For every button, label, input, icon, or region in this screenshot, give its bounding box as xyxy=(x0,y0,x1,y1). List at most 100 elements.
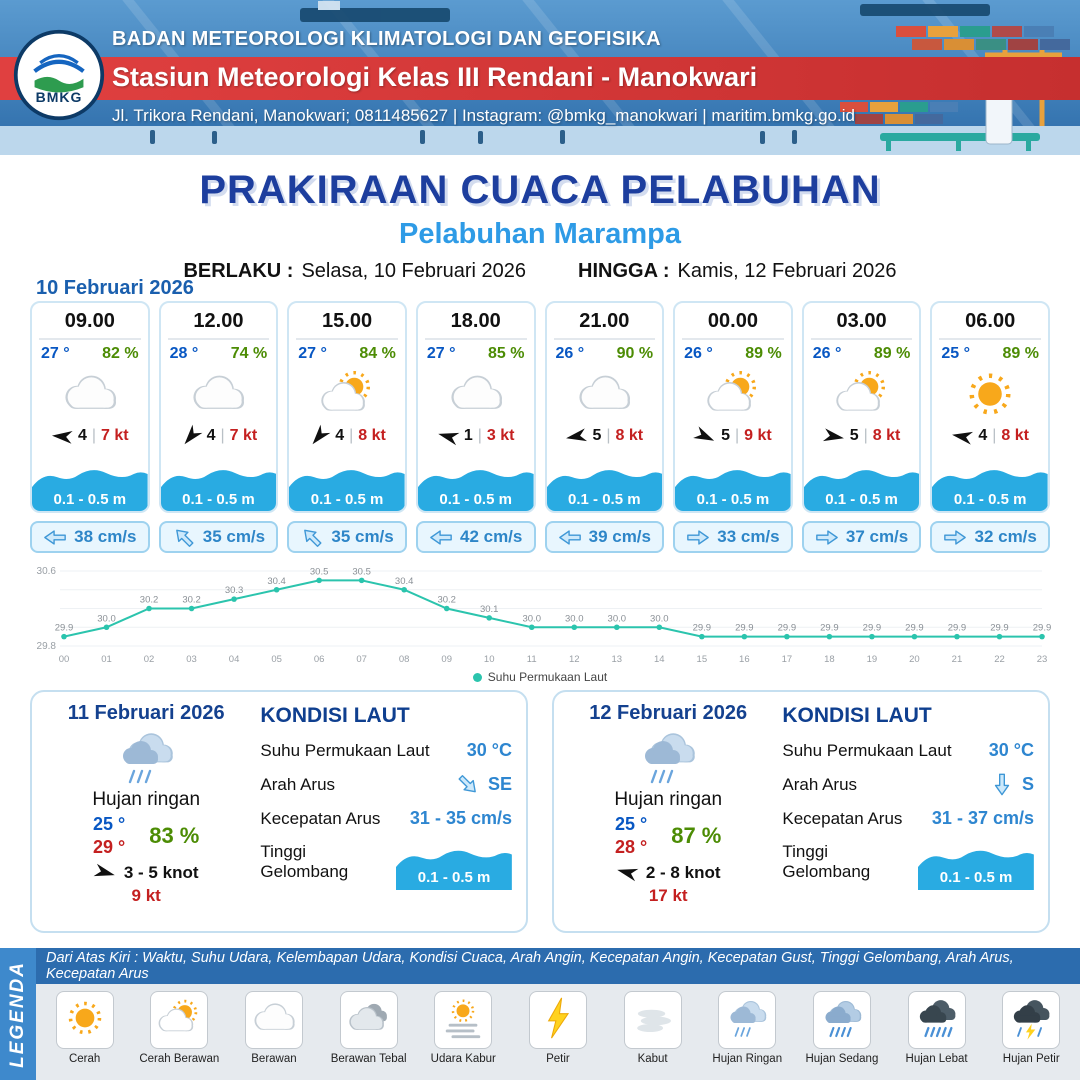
wind-row: 5 | 9 kt xyxy=(675,424,791,448)
current-direction-icon xyxy=(686,529,710,546)
humidity: 74 % xyxy=(230,345,268,362)
header: BADAN METEOROLOGI KLIMATOLOGI DAN GEOFIS… xyxy=(0,0,1080,155)
wave-height: 0.1 - 0.5 m xyxy=(310,491,384,508)
current-box: 35 cm/s xyxy=(287,521,407,553)
daily-wave-height: 0.1 - 0.5 m xyxy=(939,869,1013,886)
sst-value: 30 °C xyxy=(466,740,512,760)
hourly-time: 00.00 xyxy=(682,303,784,340)
daily-wind-direction-icon xyxy=(614,863,639,883)
cerah-icon xyxy=(62,995,108,1046)
svg-text:30.3: 30.3 xyxy=(225,585,244,596)
air-temp: 26 ° xyxy=(812,345,842,362)
current-speed: 39 cm/s xyxy=(588,527,651,546)
hourly-time: 18.00 xyxy=(424,303,527,340)
wave-height-band: 0.1 - 0.5 m xyxy=(289,461,405,511)
current-dir-value: S xyxy=(1021,774,1034,794)
svg-text:30.1: 30.1 xyxy=(480,604,499,615)
svg-text:29.9: 29.9 xyxy=(863,623,882,634)
wind-speed: 5 xyxy=(592,427,602,444)
daily-wind-speed: 2 - 8 knot xyxy=(645,862,721,882)
legend-item: Hujan Ringan xyxy=(701,991,793,1065)
wind-direction-icon xyxy=(950,427,974,446)
hourly-time: 12.00 xyxy=(167,303,270,340)
hourly-time: 03.00 xyxy=(810,303,913,340)
legend-item-label: Udara Kabur xyxy=(430,1053,496,1065)
legend-item: Cerah xyxy=(39,991,131,1065)
wind-row: 5 | 8 kt xyxy=(547,424,663,448)
humidity: 89 % xyxy=(745,345,782,362)
current-speed: 37 cm/s xyxy=(845,527,909,546)
daily-date: 11 Februari 2026 xyxy=(67,702,225,724)
current-direction-icon xyxy=(429,529,453,546)
svg-text:29.8: 29.8 xyxy=(37,641,57,652)
sea-current-direction-icon xyxy=(453,770,482,799)
legend-item-label: Hujan Lebat xyxy=(905,1053,968,1065)
current-direction-icon xyxy=(943,529,967,546)
legend-item: Hujan Sedang xyxy=(796,991,888,1065)
separator: | xyxy=(477,427,482,444)
weather-icon xyxy=(804,364,920,424)
wave-height-band: 0.1 - 0.5 m xyxy=(32,461,148,511)
wind-gust: 8 kt xyxy=(615,427,644,444)
station-banner xyxy=(0,57,1080,100)
hourly-card: 15.00 27 ° 84 % 4 | 8 kt 0.1 - 0.5 m 35 cm/s xyxy=(287,301,407,553)
air-temp: 26 ° xyxy=(684,345,713,362)
sst-value: 30 °C xyxy=(988,740,1034,760)
current-box: 33 cm/s xyxy=(673,521,793,553)
current-speed: 35 cm/s xyxy=(331,527,394,546)
chart-legend-label: Suhu Permukaan Laut xyxy=(487,670,608,684)
wave-height: 0.1 - 0.5 m xyxy=(439,491,512,508)
daily-condition: Hujan ringan xyxy=(92,789,201,810)
weather-icon xyxy=(161,364,277,424)
daily-temp-max: 28 ° xyxy=(614,837,648,858)
hourly-cards-row: 09.00 27 ° 82 % 4 | 7 kt 0.1 - 0.5 m 38 cm/s 12.… xyxy=(30,301,1050,553)
wave-height: 0.1 - 0.5 m xyxy=(53,491,127,508)
current-speed-label: Kecepatan Arus xyxy=(260,808,381,828)
legend-vertical-bar: LEGENDA xyxy=(0,948,36,1080)
weather-icon xyxy=(418,364,534,424)
legend-vertical-label: LEGENDA xyxy=(7,960,28,1068)
legend-item: Udara Kabur xyxy=(417,991,509,1065)
wave-label: Tinggi Gelombang xyxy=(260,842,349,881)
chart-legend: Suhu Permukaan Laut xyxy=(28,670,1052,684)
daily-cards-row: 11 Februari 2026 Hujan ringan 25 ° 29 ° 83 %… xyxy=(30,690,1050,933)
svg-text:29.9: 29.9 xyxy=(990,623,1009,634)
legend-note: Dari Atas Kiri : Waktu, Suhu Udara, Kele… xyxy=(36,948,1080,984)
hourly-time: 15.00 xyxy=(296,303,398,340)
sea-conditions-title: KONDISI LAUT xyxy=(260,704,410,727)
daily-date: 12 Februari 2026 xyxy=(589,702,748,724)
svg-text:30.4: 30.4 xyxy=(395,576,414,587)
svg-text:19: 19 xyxy=(867,654,878,665)
current-speed-label: Kecepatan Arus xyxy=(782,808,903,828)
hourly-card: 18.00 27 ° 85 % 1 | 3 kt 0.1 - 0.5 m 42 cm/s xyxy=(415,301,536,553)
port-name: Pelabuhan Marampa xyxy=(398,218,682,250)
current-direction-icon xyxy=(815,529,839,546)
current-dir-label: Arah Arus xyxy=(260,774,336,794)
hourly-card: 00.00 26 ° 89 % 5 | 9 kt 0.1 - 0.5 m 33 cm/s xyxy=(673,301,793,553)
wave-label: Tinggi Gelombang xyxy=(782,842,871,881)
svg-text:07: 07 xyxy=(356,654,367,665)
daily-forecast-card: 12 Februari 2026 Hujan ringan 25 ° 28 ° 87 %… xyxy=(552,690,1050,933)
current-speed-value: 31 - 37 cm/s xyxy=(931,808,1034,828)
legend-item: Berawan xyxy=(228,991,320,1065)
weather-icon xyxy=(32,364,148,424)
current-box: 32 cm/s xyxy=(930,521,1050,553)
air-temp: 27 ° xyxy=(298,345,327,362)
weather-icon xyxy=(289,364,405,424)
bmkg-emblem-icon xyxy=(13,29,105,121)
svg-text:12: 12 xyxy=(569,654,580,665)
svg-text:13: 13 xyxy=(611,654,622,665)
daily-wind-speed: 3 - 5 knot xyxy=(123,862,199,882)
separator: | xyxy=(91,427,97,444)
hourly-time: 09.00 xyxy=(39,303,141,340)
weather-icon xyxy=(547,364,663,424)
current-box: 35 cm/s xyxy=(158,521,279,553)
wind-speed: 4 xyxy=(335,427,345,444)
current-speed: 35 cm/s xyxy=(202,527,266,546)
svg-text:30.0: 30.0 xyxy=(608,613,627,624)
svg-text:15: 15 xyxy=(697,654,708,665)
sea-conditions-title: KONDISI LAUT xyxy=(782,704,932,727)
wind-direction-icon xyxy=(306,423,332,449)
svg-text:00: 00 xyxy=(59,654,70,665)
wind-row: 4 | 7 kt xyxy=(161,424,277,448)
